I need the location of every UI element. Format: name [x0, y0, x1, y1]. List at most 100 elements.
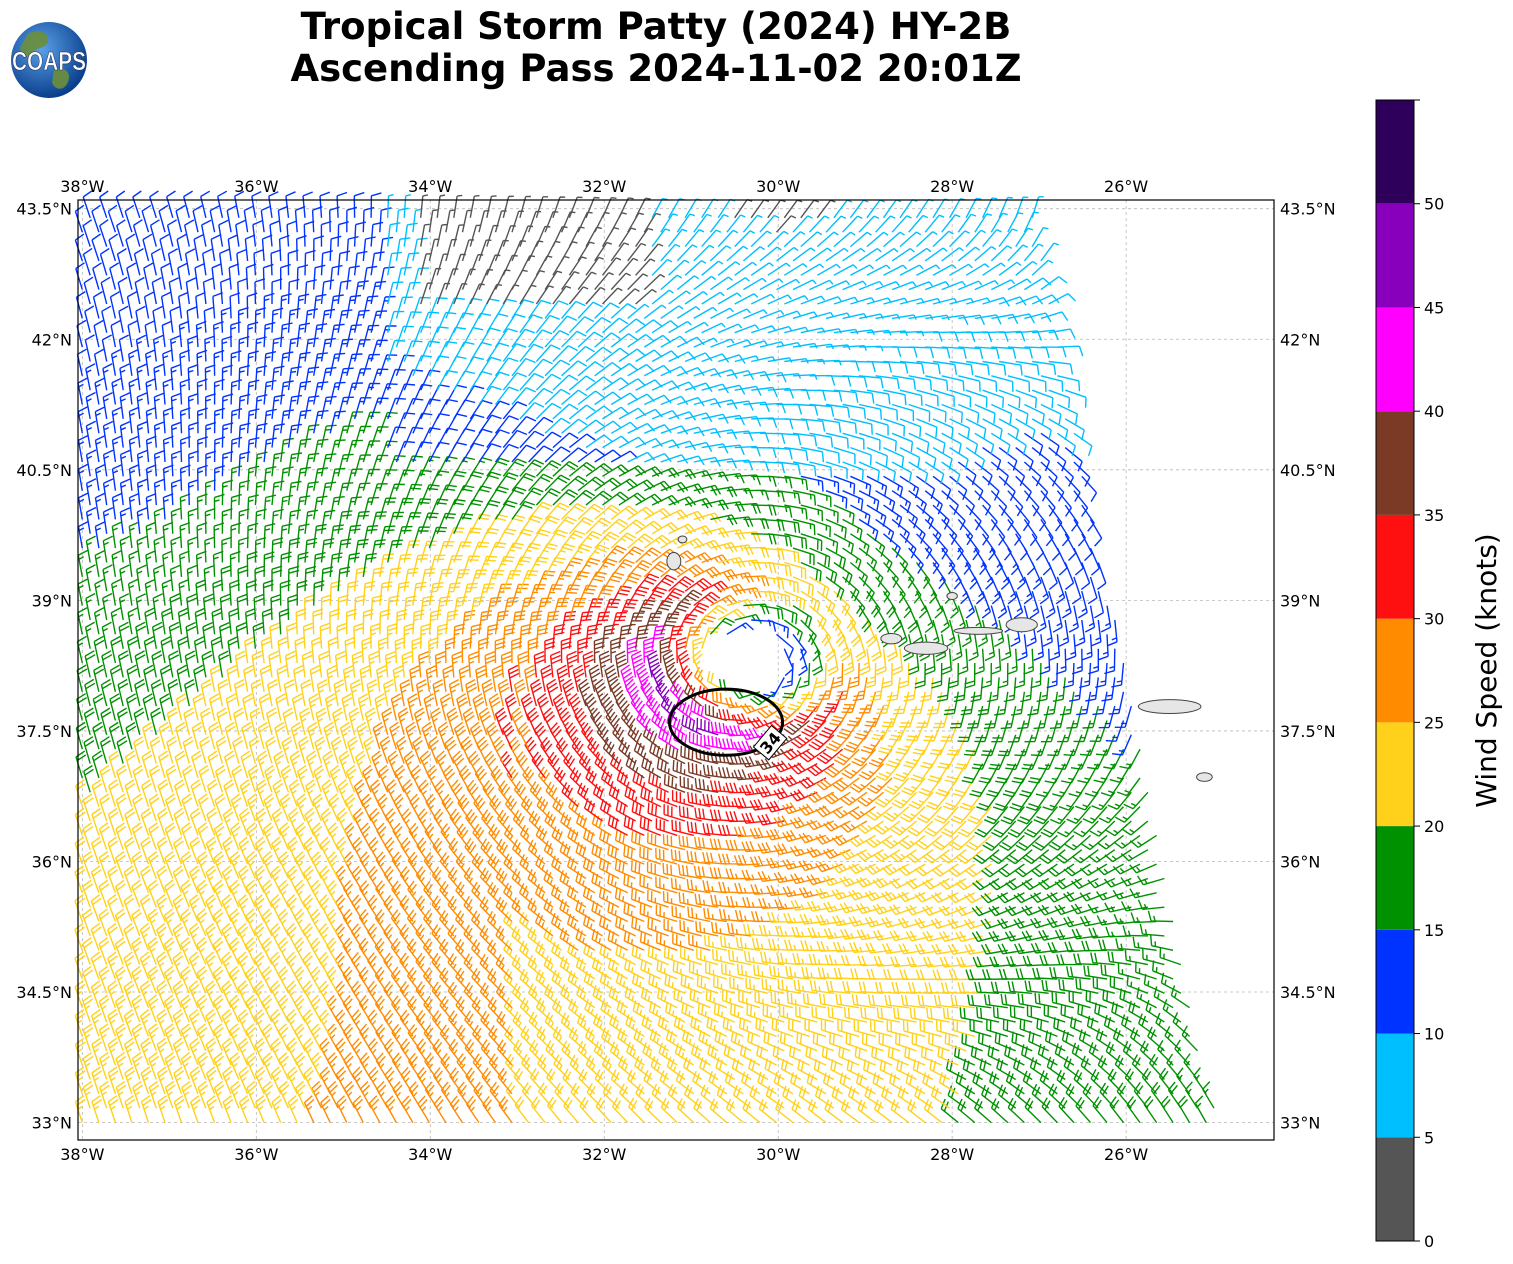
wind-barb — [1038, 748, 1059, 770]
wind-barb — [82, 879, 93, 908]
wind-barb — [577, 782, 596, 808]
wind-barb — [196, 850, 208, 879]
wind-barb — [677, 396, 705, 407]
wind-barb — [817, 533, 839, 553]
wind-barb — [111, 463, 123, 491]
wind-barb — [693, 1098, 711, 1124]
wind-barb — [168, 277, 180, 305]
wind-barb — [708, 1070, 728, 1095]
wind-barb — [552, 796, 570, 822]
wind-barb — [169, 593, 181, 621]
wind-barb — [1158, 1067, 1174, 1095]
wind-barb — [392, 1081, 405, 1109]
wind-barb — [998, 562, 1010, 590]
wind-barb — [684, 578, 712, 592]
wind-barb — [167, 248, 179, 276]
wind-barb — [431, 952, 447, 980]
wind-barb — [585, 256, 604, 276]
wind-barb — [370, 192, 382, 218]
wind-barb — [107, 807, 119, 836]
wind-barb — [618, 288, 640, 305]
wind-barb — [681, 1002, 703, 1023]
wind-barb — [118, 621, 130, 649]
wind-barb — [726, 370, 755, 381]
wind-barb — [961, 763, 984, 784]
wind-barb — [630, 888, 653, 908]
wind-barb — [391, 880, 405, 908]
wind-barb — [941, 247, 964, 262]
wind-barb — [524, 664, 536, 692]
wind-barb — [192, 204, 203, 233]
wind-barb — [453, 541, 472, 563]
wind-barb — [302, 951, 315, 980]
wind-barb — [374, 693, 386, 721]
wind-barb — [710, 429, 738, 440]
wind-barb — [627, 273, 649, 291]
wind-barb — [1082, 705, 1099, 729]
wind-barb — [478, 268, 494, 290]
wind-barb — [624, 986, 645, 1009]
wind-barb — [1024, 1097, 1042, 1124]
wind-barb — [858, 248, 882, 262]
wind-barb — [254, 565, 266, 592]
wind-barb — [1129, 1027, 1149, 1052]
wind-barb — [562, 678, 575, 707]
wind-barb — [99, 736, 111, 764]
wind-barb — [618, 598, 638, 621]
wind-barb — [544, 446, 571, 463]
wind-barb — [304, 594, 316, 621]
wind-barb — [1092, 691, 1108, 716]
wind-barb — [93, 319, 104, 348]
wind-barb — [1114, 1054, 1132, 1081]
wind-barb — [725, 782, 752, 794]
wind-barb — [328, 793, 340, 822]
wind-barb — [759, 490, 785, 503]
wind-barb — [161, 320, 173, 348]
wind-barb — [296, 495, 311, 520]
wind-barb — [694, 807, 719, 822]
wind-barb — [445, 268, 459, 290]
wind-barb — [351, 1009, 364, 1037]
wind-barb — [1114, 705, 1132, 728]
wind-barb — [617, 1027, 637, 1052]
wind-barb — [229, 850, 241, 879]
wind-barb — [102, 506, 114, 534]
wind-barb — [784, 561, 807, 580]
wind-barb — [984, 806, 1009, 825]
wind-barb — [957, 576, 969, 605]
wind-barb — [238, 865, 249, 894]
wind-barb — [417, 1095, 430, 1123]
wind-barb — [144, 607, 156, 635]
wind-barb — [479, 925, 496, 951]
wind-barb — [792, 633, 807, 661]
colorbar-segment — [1376, 307, 1414, 412]
wind-barb — [128, 550, 139, 577]
wind-barb — [957, 518, 974, 546]
wind-barb — [684, 291, 708, 305]
coaps-logo: COAPS — [11, 22, 87, 98]
wind-barb — [180, 965, 191, 994]
wind-barb — [906, 956, 934, 968]
wind-barb — [591, 843, 612, 865]
wind-barb — [125, 721, 137, 750]
wind-barb — [461, 268, 476, 290]
wind-barb — [196, 879, 208, 908]
wind-barb — [1183, 1053, 1199, 1080]
wind-barb — [384, 1066, 397, 1095]
wind-barb — [856, 929, 884, 941]
wind-barb — [873, 955, 901, 967]
wind-barb — [833, 296, 859, 305]
wind-barb — [726, 308, 751, 320]
wind-barb — [118, 305, 129, 333]
wind-barb — [740, 727, 768, 741]
wind-barb — [943, 691, 959, 716]
wind-barb — [552, 315, 578, 334]
wind-barb — [1090, 1068, 1108, 1095]
wind-barb — [318, 1009, 331, 1037]
wind-barb — [1002, 1019, 1025, 1038]
wind-barb — [647, 889, 669, 908]
wind-barb — [399, 1009, 414, 1037]
wind-barb — [387, 193, 394, 218]
wind-barb — [148, 1052, 160, 1080]
wind-barb — [588, 664, 601, 692]
